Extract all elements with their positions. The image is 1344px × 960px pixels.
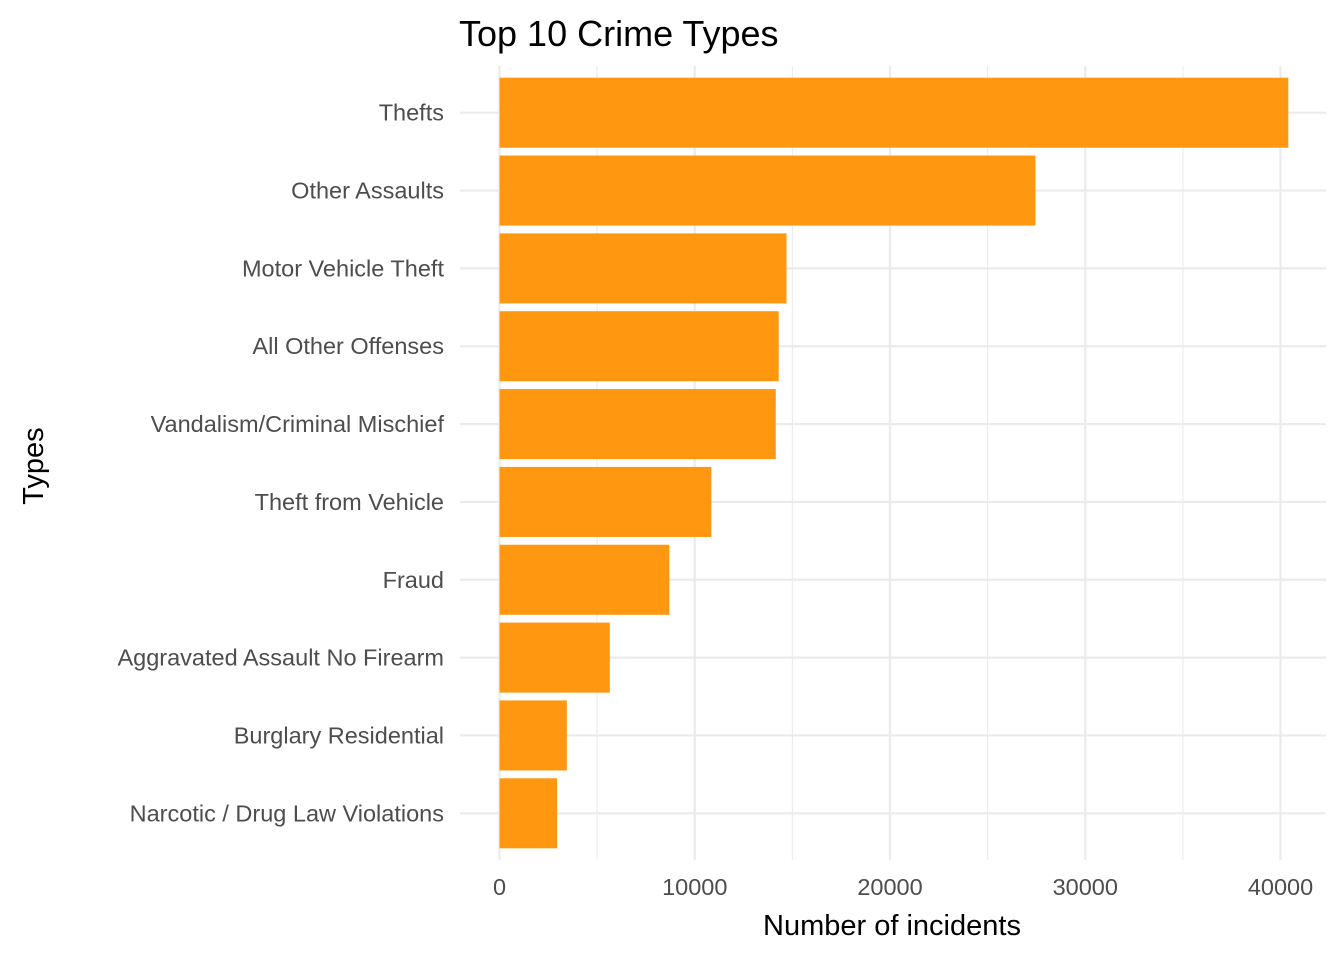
x-axis-title: Number of incidents [763, 910, 1021, 942]
bar [499, 622, 610, 693]
x-tick-label: 30000 [1053, 874, 1118, 900]
category-label: Narcotic / Drug Law Violations [130, 800, 444, 826]
bar [499, 233, 787, 304]
chart-title: Top 10 Crime Types [459, 13, 778, 54]
bar [499, 466, 712, 537]
category-label: Thefts [379, 100, 444, 126]
category-labels: Thefts Other Assaults Motor Vehicle Theft A… [117, 100, 444, 827]
bar [499, 700, 567, 771]
x-tick-label: 20000 [857, 874, 922, 900]
category-label: Aggravated Assault No Firearm [117, 645, 444, 671]
bar [499, 311, 779, 382]
bars [499, 77, 1289, 849]
x-tick-label: 10000 [662, 874, 727, 900]
y-axis-title: Types [18, 427, 50, 504]
bar [499, 389, 776, 460]
x-tick-label: 0 [493, 874, 506, 900]
category-label: Motor Vehicle Theft [242, 255, 445, 281]
category-label: Burglary Residential [234, 722, 444, 748]
category-label: Fraud [383, 567, 444, 593]
bar [499, 778, 558, 849]
bar [499, 77, 1289, 148]
category-label: Vandalism/Criminal Mischief [151, 411, 445, 437]
category-label: All Other Offenses [252, 333, 444, 359]
category-label: Other Assaults [291, 178, 444, 204]
category-label: Theft from Vehicle [255, 489, 444, 515]
bar [499, 155, 1036, 226]
bar [499, 544, 670, 615]
x-tick-labels: 0 10000 20000 30000 40000 [493, 874, 1313, 900]
x-tick-label: 40000 [1248, 874, 1313, 900]
